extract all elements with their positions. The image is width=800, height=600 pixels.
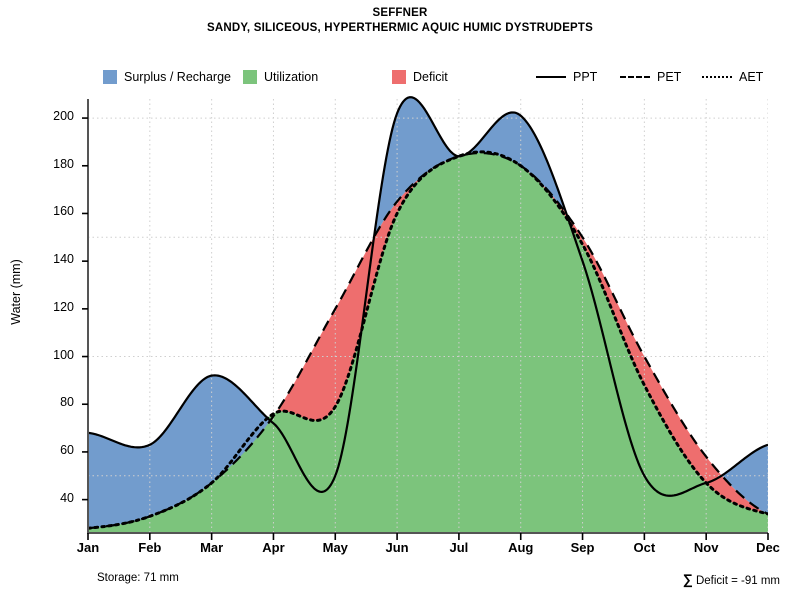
x-tick-label-jan: Jan <box>76 540 100 555</box>
legend-item-ppt: PPT <box>536 68 597 86</box>
deficit-annotation-text: Deficit = -91 mm <box>692 575 780 587</box>
legend-swatch-deficit <box>392 70 406 84</box>
x-tick-label-nov: Nov <box>693 540 719 555</box>
legend-label-ppt: PPT <box>573 70 598 84</box>
x-tick-label-feb: Feb <box>138 540 162 555</box>
legend-item-surplus: Surplus / Recharge <box>103 68 231 86</box>
x-tick-label-mar: Mar <box>200 540 224 555</box>
x-tick-label-dec: Dec <box>756 540 780 555</box>
legend-line-ppt-icon <box>536 70 566 84</box>
title-line-1: SEFFNER <box>372 7 428 19</box>
y-tick-label: 140 <box>53 252 74 267</box>
legend-label-surplus: Surplus / Recharge <box>124 70 232 84</box>
y-tick-label: 60 <box>60 442 74 457</box>
legend-item-deficit: Deficit <box>392 68 448 86</box>
x-tick-label-oct: Oct <box>633 540 656 555</box>
storage-annotation: Storage: 71 mm <box>97 572 179 584</box>
title-line-2: SANDY, SILICEOUS, HYPERTHERMIC AQUIC HUM… <box>206 22 594 34</box>
legend-line-aet-icon <box>702 70 732 84</box>
chart-title: SEFFNER SANDY, SILICEOUS, HYPERTHERMIC A… <box>0 6 800 36</box>
x-tick-label-aug: Aug <box>508 540 534 555</box>
x-tick-label-may: May <box>322 540 348 555</box>
y-tick-label: 200 <box>53 109 74 124</box>
y-tick-label: 80 <box>60 395 74 410</box>
legend-label-deficit: Deficit <box>413 70 448 84</box>
chart-legend: Surplus / Recharge Utilization Deficit P… <box>0 68 800 88</box>
legend-label-aet: AET <box>739 70 764 84</box>
legend-label-pet: PET <box>657 70 682 84</box>
y-tick-label: 180 <box>53 156 74 171</box>
legend-swatch-utilization <box>243 70 257 84</box>
legend-item-utilization: Utilization <box>243 68 318 86</box>
y-tick-label: 120 <box>53 299 74 314</box>
y-tick-label: 40 <box>60 490 74 505</box>
legend-label-utilization: Utilization <box>264 70 319 84</box>
x-tick-label-jun: Jun <box>385 540 409 555</box>
legend-swatch-surplus <box>103 70 117 84</box>
y-tick-label: 160 <box>53 204 74 219</box>
legend-item-pet: PET <box>620 68 681 86</box>
x-tick-label-sep: Sep <box>570 540 595 555</box>
x-tick-label-apr: Apr <box>262 540 285 555</box>
y-tick-label: 100 <box>53 347 74 362</box>
x-tick-label-jul: Jul <box>449 540 469 555</box>
legend-line-pet-icon <box>620 70 650 84</box>
legend-item-aet: AET <box>702 68 763 86</box>
sigma-icon: ∑ <box>682 571 693 587</box>
deficit-annotation: ∑ Deficit = -91 mm <box>683 571 780 587</box>
